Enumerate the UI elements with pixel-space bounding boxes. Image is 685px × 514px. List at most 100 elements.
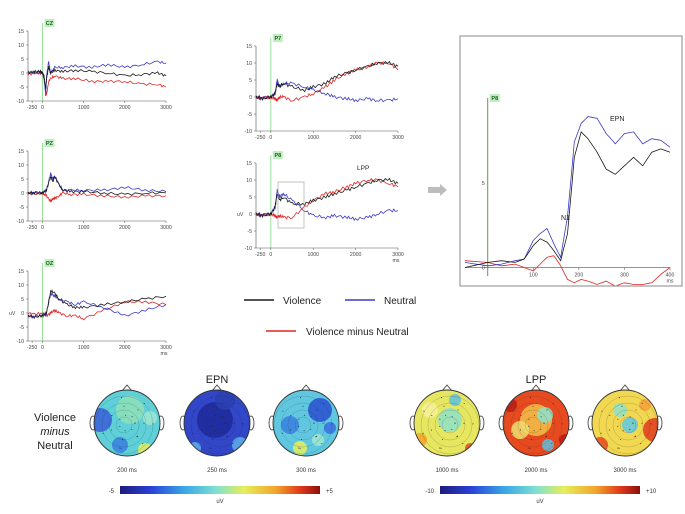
series-line-diff bbox=[27, 300, 167, 321]
topomap-contour bbox=[94, 395, 154, 455]
series-line-violence bbox=[464, 131, 671, 268]
electrode-dot bbox=[152, 423, 154, 425]
electrode-dot bbox=[444, 414, 446, 416]
electrode-dot bbox=[650, 423, 652, 425]
electrode-dot bbox=[322, 403, 324, 404]
topomap-blob bbox=[143, 411, 157, 425]
erp-panel-cz: -10 -5 0 5 10 15 -250 0 1000 2000 3000 CZ bbox=[17, 19, 172, 111]
electrode-dot bbox=[472, 423, 474, 425]
electrode-dot bbox=[529, 447, 531, 449]
topomap-contour bbox=[101, 402, 147, 448]
electrode-dot bbox=[142, 443, 144, 445]
electrode-dot bbox=[111, 415, 113, 416]
topo-time-label: 1000 ms bbox=[435, 468, 458, 474]
head-nose bbox=[619, 384, 631, 392]
electrode-dot bbox=[441, 397, 442, 399]
electrode-dot bbox=[124, 430, 126, 432]
channel-label-bg bbox=[272, 151, 283, 159]
topomap-blob bbox=[281, 416, 299, 434]
electrode-dot bbox=[439, 418, 441, 420]
electrode-dot bbox=[528, 425, 530, 427]
electrode-dot bbox=[227, 409, 229, 411]
erp-panel-p8-zoom: 100 200 300 400 0 5 ms P8 bbox=[464, 94, 675, 287]
y-tick-label: 0 bbox=[482, 266, 485, 272]
row-label-line2: minus bbox=[40, 426, 70, 438]
electrode-dot bbox=[201, 415, 203, 416]
y-tick-label: 10 bbox=[246, 61, 252, 67]
x-tick-label: 400 bbox=[666, 273, 675, 279]
epn-colorbar-max: +5 bbox=[326, 489, 334, 495]
y-tick-label: -10 bbox=[245, 129, 253, 135]
y-tick-label: -10 bbox=[17, 339, 25, 345]
channel-label-bg bbox=[44, 19, 55, 27]
electrode-dot bbox=[431, 415, 433, 416]
y-tick-label: 5 bbox=[249, 195, 252, 201]
electrode-dot bbox=[632, 422, 634, 424]
legend-diff-label: Violence minus Neutral bbox=[306, 327, 409, 338]
head-outline bbox=[183, 389, 251, 457]
x-tick-label: 3000 bbox=[160, 105, 172, 111]
electrode-dot bbox=[530, 397, 531, 399]
x-unit-label: ms bbox=[667, 279, 674, 285]
electrode-dot bbox=[227, 435, 229, 437]
channel-label: P8 bbox=[491, 96, 498, 102]
electrode-dot bbox=[134, 422, 136, 424]
electrode-dot bbox=[641, 422, 643, 424]
electrode-dot bbox=[122, 438, 124, 440]
electrode-dot bbox=[546, 435, 548, 437]
topomap-contour bbox=[605, 402, 651, 448]
electrode-dot bbox=[520, 429, 521, 431]
electrode-dot bbox=[211, 397, 212, 399]
epn-title: EPN bbox=[206, 374, 229, 386]
topomap-head bbox=[89, 384, 165, 457]
electrode-dot bbox=[545, 436, 547, 438]
electrode-dot bbox=[532, 405, 534, 407]
electrode-dot bbox=[290, 415, 292, 416]
x-tick-label: -250 bbox=[255, 252, 265, 258]
x-tick-label: -250 bbox=[27, 345, 37, 351]
y-tick-label: 5 bbox=[21, 297, 24, 303]
topomap-contour bbox=[441, 416, 459, 434]
head-nose bbox=[211, 384, 223, 392]
epn-annotation: EPN bbox=[610, 116, 624, 123]
electrode-dot bbox=[444, 430, 446, 432]
electrode-dot bbox=[290, 429, 291, 431]
epn-colorbar-min: -5 bbox=[109, 489, 115, 495]
head-outline bbox=[591, 389, 659, 457]
y-tick-label: -10 bbox=[17, 219, 25, 225]
channel-label: CZ bbox=[46, 21, 54, 27]
zoom-panel-frame bbox=[459, 35, 683, 287]
electrode-dot bbox=[533, 414, 535, 416]
electrode-dot bbox=[282, 410, 284, 412]
y-tick-label: 10 bbox=[246, 178, 252, 184]
electrode-dot bbox=[511, 432, 513, 434]
row-label-line1: Violence bbox=[34, 412, 76, 424]
electrode-dot bbox=[629, 428, 631, 430]
series-line-violence bbox=[27, 66, 167, 90]
electrode-dot bbox=[620, 438, 622, 440]
head-outline bbox=[272, 389, 340, 457]
electrode-dot bbox=[210, 447, 212, 449]
electrode-dot bbox=[422, 432, 424, 434]
topomap-contour bbox=[294, 416, 312, 434]
x-tick-label: 2000 bbox=[119, 105, 131, 111]
electrode-dot bbox=[316, 435, 318, 437]
topomap-fill bbox=[592, 390, 658, 456]
y-tick-label: 0 bbox=[21, 311, 24, 317]
electrode-dot bbox=[299, 447, 301, 449]
electrode-dot bbox=[221, 416, 223, 418]
electrode-dot bbox=[512, 410, 514, 412]
topomap-contour bbox=[420, 395, 480, 455]
electrode-dot bbox=[622, 430, 624, 432]
channel-label: OZ bbox=[46, 261, 54, 267]
x-tick-label: -250 bbox=[27, 225, 37, 231]
channel-label: P8 bbox=[274, 153, 281, 159]
electrode-dot bbox=[609, 415, 611, 416]
topomap-contour bbox=[510, 402, 556, 448]
topomap-blob bbox=[312, 434, 324, 446]
topomap-fill bbox=[414, 390, 480, 456]
electrode-dot bbox=[528, 418, 530, 420]
electrode-dot bbox=[119, 418, 121, 420]
electrode-dot bbox=[622, 414, 624, 416]
electrode-dot bbox=[551, 443, 553, 445]
